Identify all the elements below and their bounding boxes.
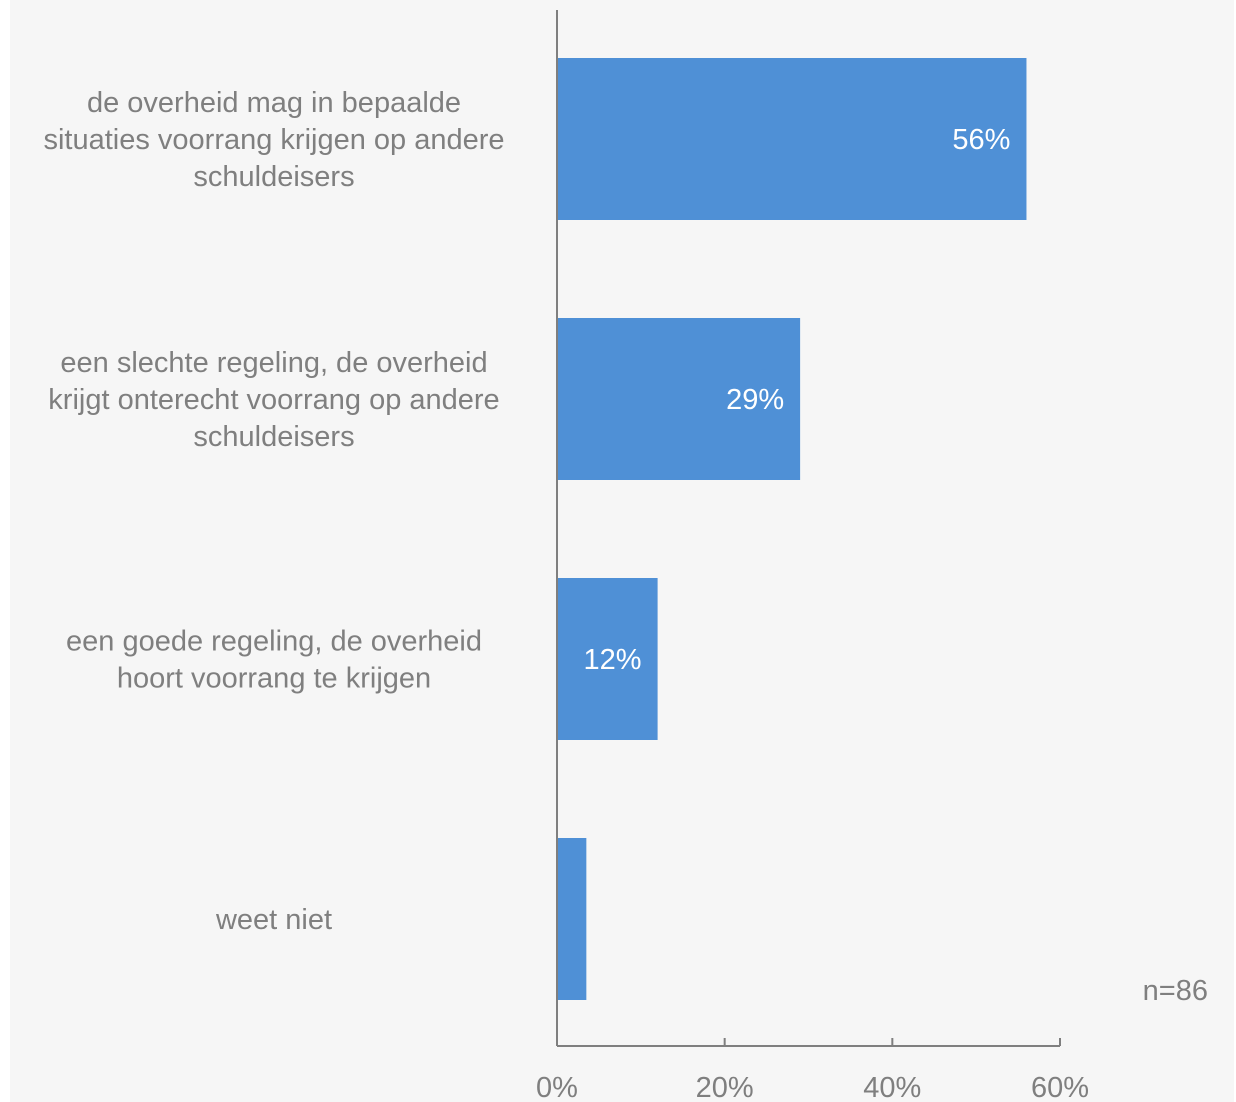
category-label-line: een slechte regeling, de overheid [60,347,487,379]
category-label-line: hoort voorrang te krijgen [117,663,431,695]
data-label: 29% [726,384,784,416]
category-label-line: de overheid mag in bepaalde [87,87,461,119]
x-tick-label: 60% [1031,1072,1089,1102]
x-tick-label: 40% [863,1072,921,1102]
category-label: een slechte regeling, de overheid krijgt … [48,347,499,453]
data-label: 12% [584,644,642,676]
bar [557,578,658,740]
category-label-line: krijgt onterecht voorrang op andere [48,384,499,416]
bar [557,838,587,1000]
category-label-line: een goede regeling, de overheid [66,626,482,658]
category-label: een goede regeling, de overheid hoort voo… [66,626,482,695]
category-label: de overheid mag in bepaalde situaties voo… [43,87,504,193]
category-label-line: weet niet [215,904,332,936]
category-label: weet niet [215,904,332,936]
x-tick-label: 20% [696,1072,754,1102]
bar [557,58,1027,220]
bar [557,318,801,480]
bar-chart: 56% de overheid mag in bepaalde situaties … [43,10,1208,1102]
x-tick-label: 0% [536,1072,578,1102]
data-label: 56% [952,124,1010,156]
category-label-line: schuldeisers [193,421,354,453]
category-label-line: schuldeisers [193,161,354,193]
sample-size-note: n=86 [1143,975,1208,1007]
category-label-line: situaties voorrang krijgen op andere [43,124,504,156]
chart-container: 56% de overheid mag in bepaalde situaties … [10,0,1234,1102]
